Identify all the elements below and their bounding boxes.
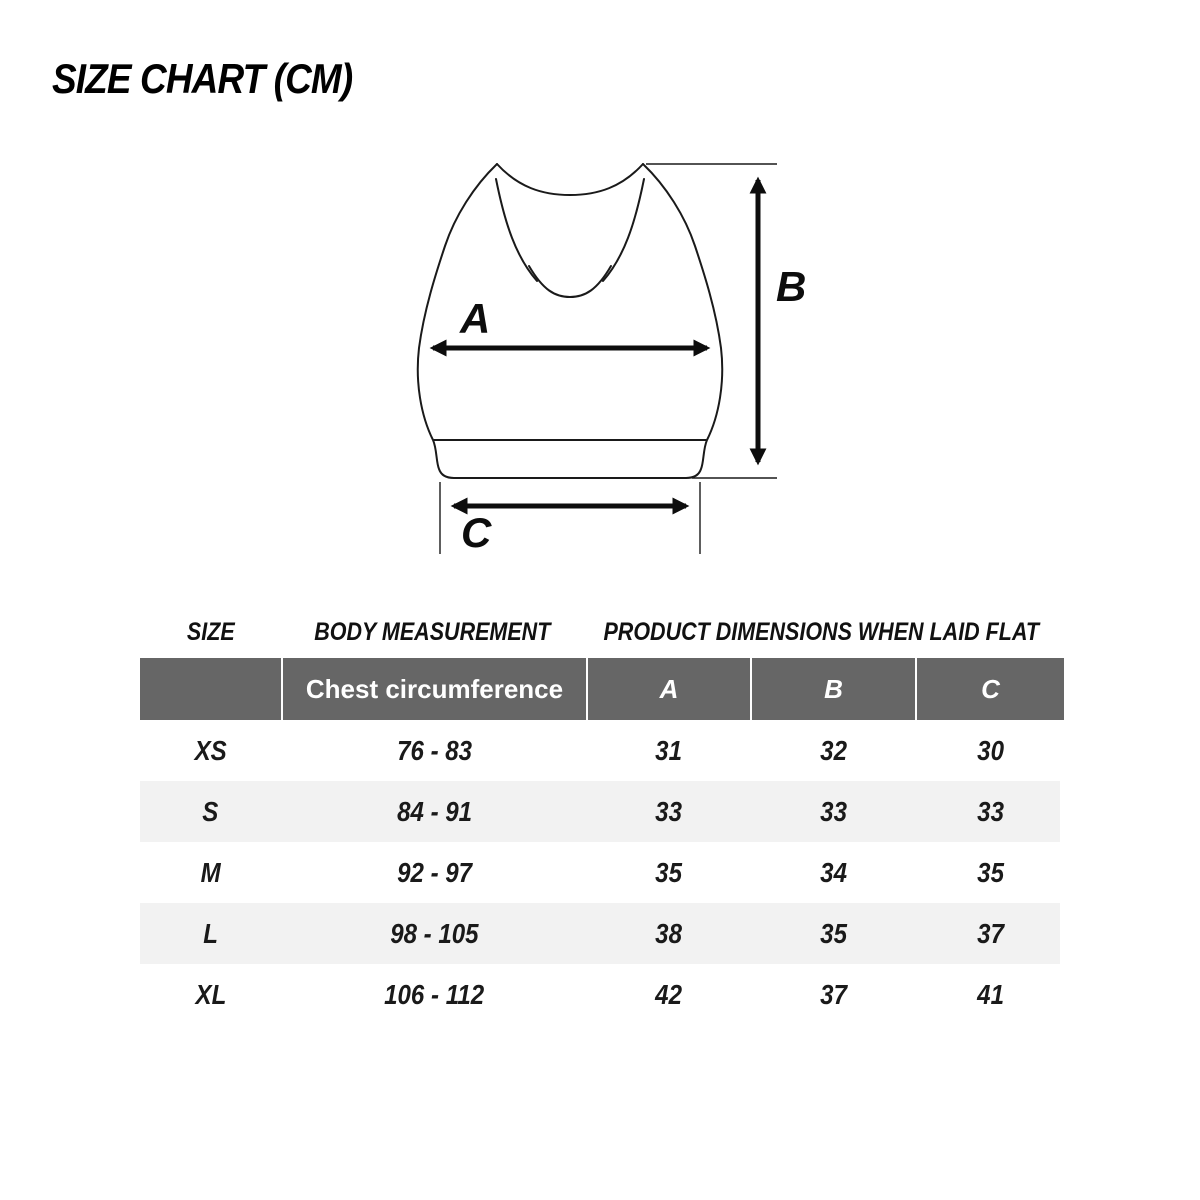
cell-a: 42 [655, 978, 683, 1010]
sub-header-b: B [752, 658, 915, 720]
sub-header-empty [140, 658, 281, 720]
table-row: XS 76 - 83 31 32 30 [140, 720, 1060, 781]
cell-c: 41 [977, 978, 1004, 1010]
cell-size: S [202, 795, 219, 827]
group-header-size: SIZE [186, 617, 235, 646]
dim-label-a: A [459, 295, 490, 342]
cell-b: 34 [820, 856, 847, 888]
cell-a: 38 [655, 917, 683, 949]
table-row: S 84 - 91 33 33 33 [140, 781, 1060, 842]
bra-diagram: A B C [370, 138, 840, 578]
cell-c: 37 [977, 917, 1004, 949]
cell-size: M [200, 856, 221, 888]
cell-chest-circumference: 98 - 105 [390, 917, 479, 949]
cell-size: XS [194, 734, 227, 766]
size-table: SIZE BODY MEASUREMENT PRODUCT DIMENSIONS… [140, 606, 1064, 1025]
sub-header-a: A [588, 658, 750, 720]
table-group-header-row: SIZE BODY MEASUREMENT PRODUCT DIMENSIONS… [140, 606, 1060, 658]
bra-outline [416, 163, 724, 479]
table-sub-header-row: Chest circumference A B C [140, 658, 1064, 720]
cell-b: 33 [820, 795, 847, 827]
cell-c: 30 [977, 734, 1004, 766]
bra-line-drawing: A B C [416, 163, 806, 556]
cell-c: 33 [977, 795, 1004, 827]
cell-b: 37 [820, 978, 847, 1010]
cell-chest-circumference: 106 - 112 [384, 978, 485, 1010]
cell-b: 32 [820, 734, 847, 766]
table-body: XS 76 - 83 31 32 30 S 84 - 91 33 33 33 M [140, 720, 1060, 1025]
extension-lines [439, 163, 777, 554]
cell-c: 35 [977, 856, 1004, 888]
dim-label-c: C [461, 509, 492, 556]
cell-b: 35 [820, 917, 847, 949]
cell-size: L [203, 917, 218, 949]
dim-label-b: B [776, 263, 806, 310]
cell-a: 31 [655, 734, 683, 766]
group-header-body-measurement: BODY MEASUREMENT [314, 617, 551, 646]
cell-a: 35 [655, 856, 683, 888]
cell-chest-circumference: 84 - 91 [397, 795, 472, 827]
page-title: SIZE CHART (CM) [52, 55, 353, 102]
cell-chest-circumference: 76 - 83 [397, 734, 472, 766]
sub-header-c: C [917, 658, 1064, 720]
table-row: XL 106 - 112 42 37 41 [140, 964, 1060, 1025]
sub-header-chest-circumference: Chest circumference [283, 658, 586, 720]
group-header-product-dimensions: PRODUCT DIMENSIONS WHEN LAID FLAT [603, 617, 1039, 646]
cell-chest-circumference: 92 - 97 [397, 856, 472, 888]
cell-size: XL [195, 978, 226, 1010]
table-row: L 98 - 105 38 35 37 [140, 903, 1060, 964]
table-row: M 92 - 97 35 34 35 [140, 842, 1060, 903]
cell-a: 33 [655, 795, 683, 827]
